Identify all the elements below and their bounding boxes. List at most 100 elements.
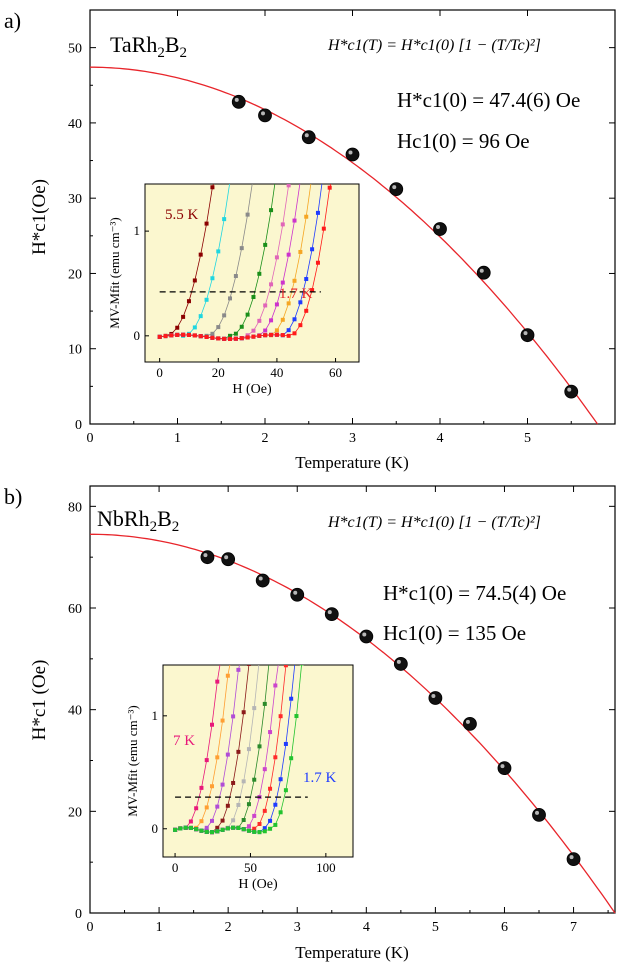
inset-marker (210, 784, 215, 789)
inset-curves (157, 179, 332, 341)
inset-xlabel: H (Oe) (238, 877, 278, 892)
inset-marker (289, 696, 294, 701)
inset-marker (241, 818, 246, 823)
data-point (520, 328, 535, 343)
inset-y-tick-label: 1 (152, 708, 159, 723)
panel-b-inset: 0 50 100 0 1 H (Oe) MV-Mfit (emu cm⁻³) 7 K 1.7 K (125, 664, 354, 892)
inset-marker (241, 710, 246, 715)
inset-marker (245, 312, 250, 317)
inset-marker (215, 829, 220, 834)
inset-marker (292, 218, 297, 223)
panel-b-formula: H*c1(T) = H*c1(0) [1 − (T/Tc)²] (327, 514, 541, 531)
data-point (428, 691, 443, 705)
inset-marker (269, 208, 274, 213)
inset-marker (252, 829, 257, 834)
data-point (221, 552, 236, 567)
data-point (290, 587, 305, 602)
inset-marker (292, 317, 297, 322)
inset-x-tick-label: 40 (270, 365, 283, 380)
x-tick-label: 3 (294, 920, 301, 935)
inset-marker (188, 819, 193, 824)
inset-xlabel: H (Oe) (232, 382, 272, 397)
inset-marker (278, 714, 283, 719)
inset-marker (239, 324, 244, 329)
inset-marker (198, 252, 203, 257)
inset-marker (233, 336, 238, 341)
inset-marker (245, 333, 250, 338)
inset-marker (181, 332, 186, 337)
inset-curve-line (174, 665, 231, 831)
inset-marker (262, 701, 267, 706)
inset-marker (310, 247, 315, 252)
inset-marker (257, 830, 262, 835)
inset-marker (175, 332, 180, 337)
data-point-highlight (234, 97, 239, 102)
inset-marker (210, 830, 215, 835)
inset-marker (299, 665, 304, 666)
panel-a-annotation-hc1: Hc1(0) = 96 Oe (397, 129, 530, 153)
data-point (393, 657, 408, 671)
inset-marker (321, 226, 326, 231)
y-tick-label: 30 (68, 192, 82, 207)
inset-marker (298, 323, 303, 328)
inset-marker (274, 328, 279, 333)
inset-marker (278, 810, 283, 815)
panel-b-fit-curve (90, 533, 616, 914)
inset-marker (274, 302, 279, 307)
inset-marker (194, 806, 199, 811)
inset-marker (262, 826, 267, 831)
inset-marker (262, 808, 267, 813)
inset-marker (215, 804, 220, 809)
x-tick-label: 3 (349, 431, 356, 446)
inset-marker (231, 825, 236, 830)
inset-marker (304, 308, 309, 313)
data-point-highlight (431, 693, 436, 698)
inset-marker (199, 785, 204, 790)
inset-y-tick-label: 1 (134, 223, 141, 238)
inset-y-tick-label: 0 (152, 821, 159, 836)
data-point-highlight (465, 719, 470, 724)
inset-marker (269, 282, 274, 287)
inset-marker (216, 249, 221, 254)
inset-marker (315, 260, 320, 265)
panel-b-ylabel: H*c1 (Oe) (29, 660, 50, 741)
inset-marker (268, 826, 273, 831)
data-point (463, 717, 477, 731)
data-point-highlight (258, 576, 263, 581)
data-point-highlight (293, 590, 298, 595)
inset-marker (278, 777, 283, 782)
inset-marker (175, 325, 180, 330)
inset-marker (273, 755, 278, 760)
inset-label-low-temp: 1.7 K (303, 770, 337, 786)
inset-marker (215, 825, 220, 830)
inset-marker (215, 755, 220, 760)
inset-marker (246, 824, 251, 829)
inset-marker (228, 179, 232, 183)
inset-marker (286, 252, 291, 257)
inset-marker (231, 780, 236, 785)
x-tick-label: 4 (437, 431, 444, 446)
inset-marker (192, 333, 197, 338)
panel-a-formula: H*c1(T) = H*c1(0) [1 − (T/Tc)²] (327, 37, 541, 54)
inset-x-tick-label: 0 (156, 365, 163, 380)
data-point (324, 607, 339, 621)
inset-marker (251, 334, 256, 339)
inset-x-tick-label: 60 (329, 365, 342, 380)
inset-marker (225, 673, 230, 678)
inset-marker (298, 249, 303, 254)
inset-marker (204, 297, 209, 302)
inset-marker (194, 827, 199, 832)
inset-marker (257, 821, 262, 826)
panel-a-fit-curve (90, 66, 599, 425)
inset-marker (186, 299, 191, 304)
inset-marker (252, 826, 257, 831)
data-point-highlight (567, 387, 572, 392)
inset-marker (225, 752, 230, 757)
inset-marker (231, 714, 236, 719)
data-point (200, 550, 215, 565)
inset-curve-line (159, 184, 230, 338)
inset-marker (262, 767, 267, 772)
data-point-highlight (203, 553, 208, 558)
panel-a-inset: 0 20 40 60 0 1 H (Oe) MV-Mfit (emu cm⁻³) 5.5 K 1.… (107, 179, 360, 397)
inset-marker (263, 303, 268, 308)
